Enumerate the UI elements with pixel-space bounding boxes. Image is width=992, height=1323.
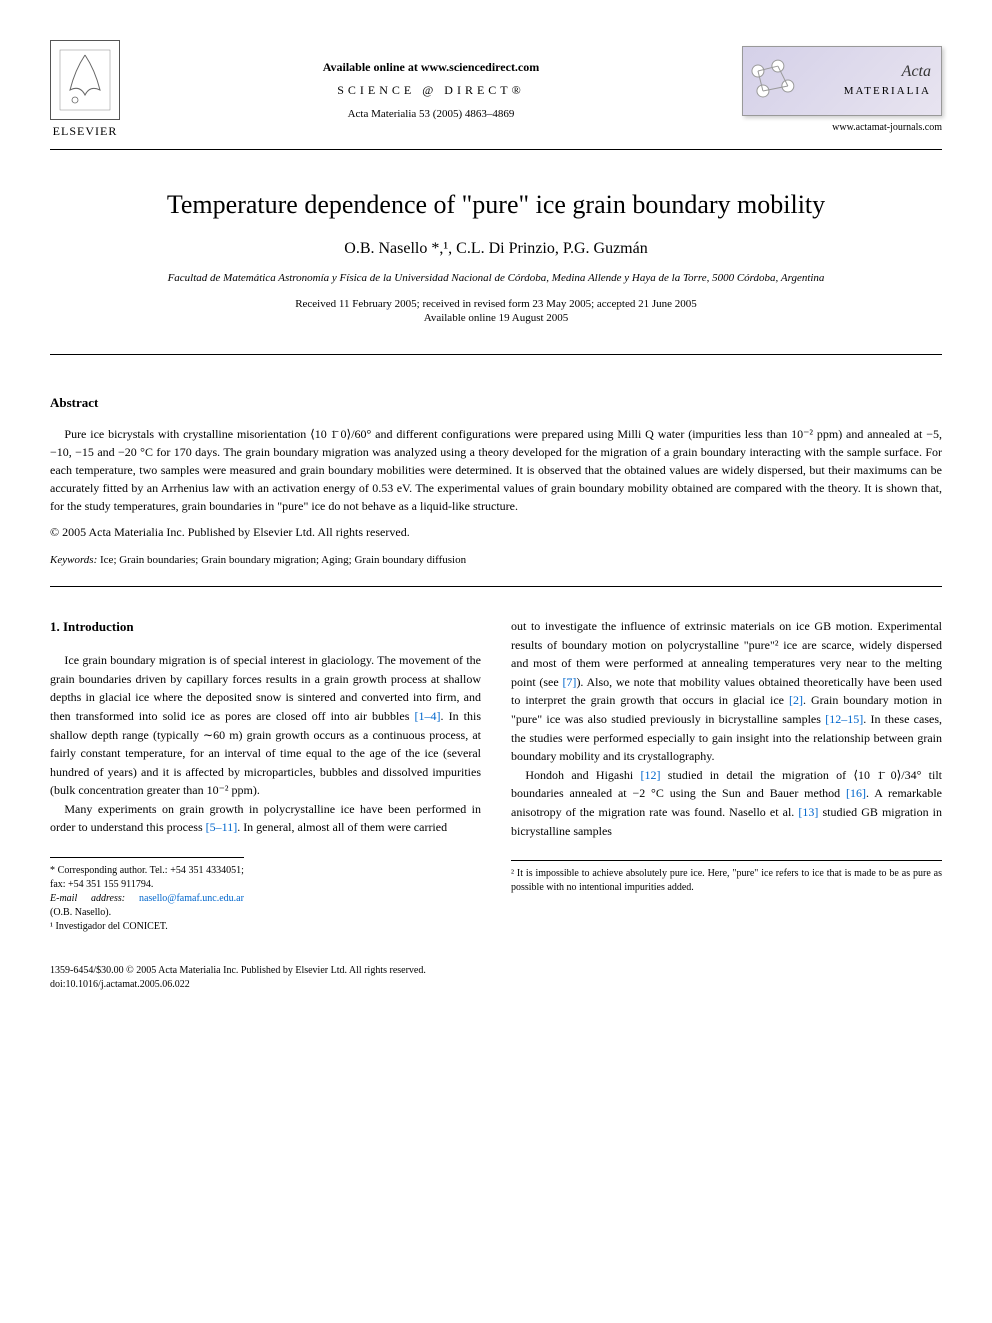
keywords-label: Keywords:	[50, 554, 97, 566]
header-center: Available online at www.sciencedirect.co…	[120, 60, 742, 120]
intro-para-2: Many experiments on grain growth in poly…	[50, 800, 481, 837]
ref-5-11[interactable]: [5–11]	[206, 820, 238, 834]
ref-13[interactable]: [13]	[798, 805, 818, 819]
abstract-copyright: © 2005 Acta Materialia Inc. Published by…	[50, 525, 942, 540]
intro-para-1: Ice grain boundary migration is of speci…	[50, 651, 481, 800]
affiliation: Facultad de Matemática Astronomía y Físi…	[50, 272, 942, 284]
ref-12-15[interactable]: [12–15]	[825, 712, 863, 726]
email-label: E-mail address:	[50, 893, 139, 904]
keywords-text: Ice; Grain boundaries; Grain boundary mi…	[97, 554, 466, 566]
footnotes-left: * Corresponding author. Tel.: +54 351 43…	[50, 857, 244, 934]
acta-subtitle: MATERIALIA	[844, 85, 931, 97]
email-line: E-mail address: nasello@famaf.unc.edu.ar…	[50, 892, 244, 920]
bottom-info: 1359-6454/$30.00 © 2005 Acta Materialia …	[50, 964, 942, 992]
journal-url[interactable]: www.actamat-journals.com	[742, 122, 942, 133]
doi-line: doi:10.1016/j.actamat.2005.06.022	[50, 978, 942, 992]
section-1-heading: 1. Introduction	[50, 617, 481, 637]
left-column: 1. Introduction Ice grain boundary migra…	[50, 617, 481, 934]
bottom-copyright: 1359-6454/$30.00 © 2005 Acta Materialia …	[50, 964, 942, 978]
ref-12[interactable]: [12]	[641, 768, 661, 782]
email-suffix: (O.B. Nasello).	[50, 907, 111, 918]
paper-title: Temperature dependence of "pure" ice gra…	[50, 190, 942, 220]
publisher-block: ELSEVIER	[50, 40, 120, 139]
acta-title: Acta	[902, 63, 931, 80]
keywords-divider	[50, 586, 942, 587]
elsevier-tree-icon	[50, 40, 120, 120]
abstract-body: Pure ice bicrystals with crystalline mis…	[50, 425, 942, 515]
journal-reference: Acta Materialia 53 (2005) 4863–4869	[120, 108, 742, 120]
ref-16[interactable]: [16]	[846, 786, 866, 800]
corresponding-author-note: * Corresponding author. Tel.: +54 351 43…	[50, 864, 244, 892]
available-online-text: Available online at www.sciencedirect.co…	[120, 60, 742, 75]
email-link[interactable]: nasello@famaf.unc.edu.ar	[139, 893, 244, 904]
abstract-heading: Abstract	[50, 395, 942, 411]
available-date: Available online 19 August 2005	[50, 312, 942, 324]
publisher-name: ELSEVIER	[53, 124, 118, 139]
authors-line: O.B. Nasello *,¹, C.L. Di Prinzio, P.G. …	[50, 240, 942, 258]
ref-7[interactable]: [7]	[562, 675, 576, 689]
footnote-2: ² It is impossible to achieve absolutely…	[511, 867, 942, 895]
abstract-text: Pure ice bicrystals with crystalline mis…	[50, 425, 942, 515]
header-divider	[50, 149, 942, 150]
footnotes-right: ² It is impossible to achieve absolutely…	[511, 860, 942, 895]
ref-1-4[interactable]: [1–4]	[414, 709, 440, 723]
intro-para-3: Hondoh and Higashi [12] studied in detai…	[511, 766, 942, 840]
sciencedirect-logo-text: SCIENCE @ DIRECT®	[120, 83, 742, 98]
ref-2[interactable]: [2]	[789, 693, 803, 707]
received-dates: Received 11 February 2005; received in r…	[50, 298, 942, 310]
acta-materialia-logo: Acta MATERIALIA	[742, 46, 942, 116]
journal-logo-block: Acta MATERIALIA www.actamat-journals.com	[742, 46, 942, 133]
footnote-1: ¹ Investigador del CONICET.	[50, 920, 244, 934]
journal-header: ELSEVIER Available online at www.science…	[50, 40, 942, 139]
abstract-top-divider	[50, 354, 942, 355]
body-columns: 1. Introduction Ice grain boundary migra…	[50, 617, 942, 934]
keywords-line: Keywords: Ice; Grain boundaries; Grain b…	[50, 554, 942, 566]
intro-para-2-cont: out to investigate the influence of extr…	[511, 617, 942, 766]
right-column: out to investigate the influence of extr…	[511, 617, 942, 934]
